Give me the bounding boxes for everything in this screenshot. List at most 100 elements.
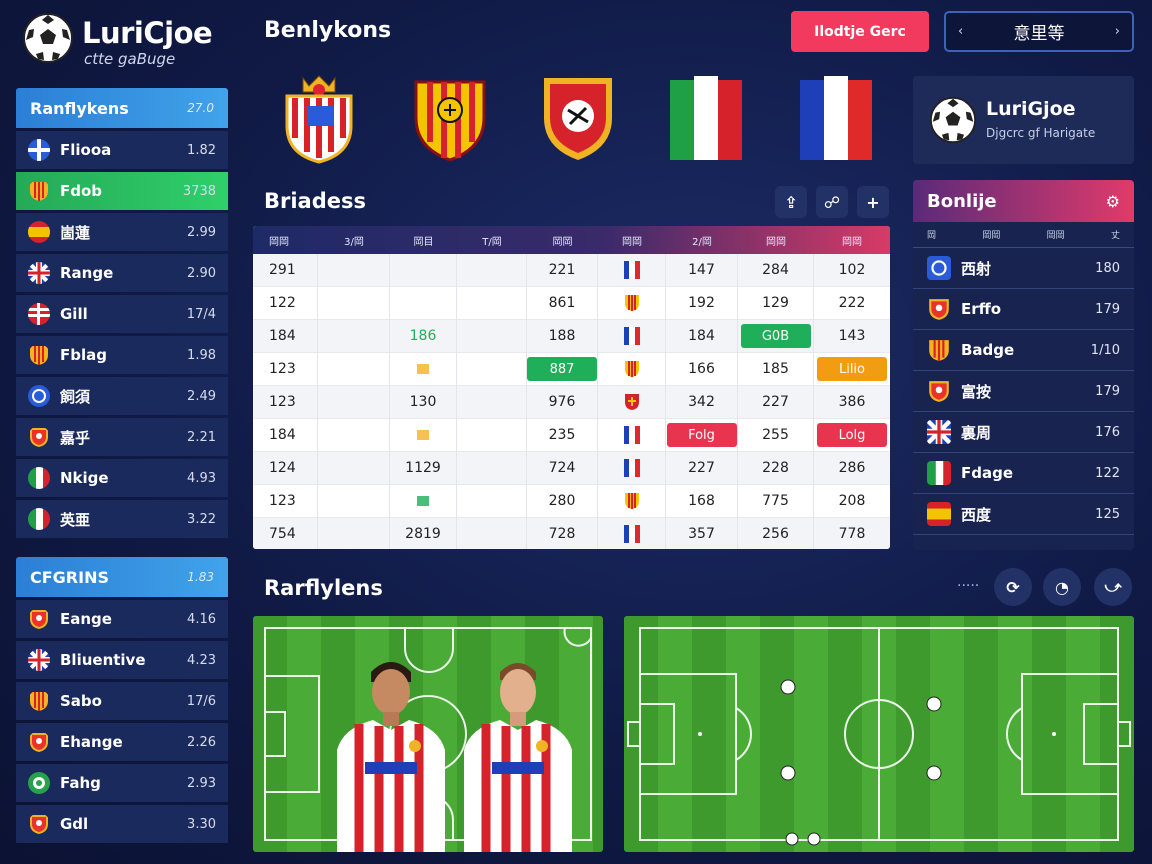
sidebar-groups-header[interactable]: CFGRINS 1.83 (16, 557, 228, 597)
sidebar-item[interactable]: 英亜 3.22 (16, 500, 228, 538)
table-row[interactable]: 184 235 Folg 255 Lolg (253, 418, 890, 452)
timer-icon[interactable]: ◔ (1043, 568, 1081, 606)
table-row[interactable]: 184 186 188 184 G0B 143 (253, 319, 890, 353)
table-cell: 184 (666, 319, 738, 353)
table-cell: 724 (527, 451, 598, 485)
sidebar-item[interactable]: 嘉乎 2.21 (16, 418, 228, 456)
table-cell (457, 484, 527, 518)
column-header[interactable]: 岡岡 (622, 236, 642, 248)
column-header[interactable]: 岡岡 (552, 236, 573, 248)
league-card[interactable]: LuriGjoe Djgcrc gf Harigate (913, 76, 1134, 164)
sidebar-item-value: 2.93 (187, 775, 216, 791)
table-cell (318, 484, 390, 518)
standings-row[interactable]: 富按 179 (913, 371, 1134, 412)
standings-team-name: 裏周 (961, 423, 992, 442)
refresh-icon[interactable]: ⟳ (994, 568, 1032, 606)
table-cell: 186 (390, 319, 457, 353)
column-header[interactable]: 岡岡 (842, 236, 862, 248)
table-cell (457, 451, 527, 485)
status-pill[interactable]: G0B (740, 324, 811, 348)
sidebar-item[interactable]: 飼須 2.49 (16, 377, 228, 415)
settings-icon[interactable]: ⚙ (1105, 191, 1120, 211)
sidebar-item[interactable]: Gill 17/4 (16, 295, 228, 333)
status-pill[interactable]: 887 (527, 357, 597, 381)
standings-row[interactable]: 西射 180 (913, 248, 1134, 289)
shield-icon (28, 608, 50, 630)
crown-crest-icon[interactable] (281, 72, 357, 164)
crest-icon (28, 344, 50, 366)
chevron-left-icon[interactable]: ‹ (958, 24, 964, 39)
table-row[interactable]: 754 2819 728 357 256 778 (253, 517, 890, 549)
table-row[interactable]: 124 1129 724 227 228 286 (253, 451, 890, 485)
table-cell (598, 286, 666, 320)
france-flag-banner-icon[interactable] (798, 72, 874, 164)
column-header[interactable]: T/岡 (482, 236, 502, 248)
standings-row[interactable]: Erffo 179 (913, 289, 1134, 330)
sidebar-item-label: 飼須 (60, 387, 91, 406)
sidebar-item[interactable]: Ehange 2.26 (16, 723, 228, 761)
sidebar-item-label: Fblag (60, 346, 107, 364)
table-row[interactable]: 123 130 976 342 227 386 (253, 385, 890, 419)
sidebar-item[interactable]: Gdl 3.30 (16, 805, 228, 843)
table-cell: 286 (838, 460, 866, 476)
sidebar-item[interactable]: Eange 4.16 (16, 600, 228, 638)
table-cell (598, 352, 666, 386)
pitch-section-title: Rarflylens (264, 576, 383, 600)
more-dots[interactable]: ····· (957, 578, 980, 594)
standings-row[interactable]: 裏周 176 (913, 412, 1134, 453)
chevron-right-icon[interactable]: › (1114, 24, 1120, 39)
standings-row[interactable]: 西度 125 (913, 494, 1134, 535)
sidebar-rankings-header[interactable]: Ranflykens 27.0 (16, 88, 228, 128)
column-header[interactable]: 岡岡 (269, 236, 289, 248)
uk-flag-icon (28, 262, 50, 284)
pitch-tactics[interactable] (624, 616, 1134, 852)
sidebar-item[interactable]: 崮蓮 2.99 (16, 213, 228, 251)
status-pill[interactable]: Lilio (817, 357, 887, 381)
standings-points: 179 (1095, 301, 1120, 317)
sidebar-item[interactable]: Nkige 4.93 (16, 459, 228, 497)
share-icon[interactable]: ⤻ (1094, 568, 1132, 606)
shield-crest-icon[interactable] (540, 72, 616, 164)
sidebar-item[interactable]: Fahg 2.93 (16, 764, 228, 802)
sidebar-item[interactable]: Fdob 3738 (16, 172, 228, 210)
sidebar-item[interactable]: Fliooa 1.82 (16, 131, 228, 169)
sidebar-item[interactable]: Range 2.90 (16, 254, 228, 292)
add-icon[interactable]: + (857, 186, 889, 218)
sidebar-item-value: 1.98 (187, 347, 216, 363)
chart-icon[interactable]: ☍ (816, 186, 848, 218)
table-row[interactable]: 291 221 147 284 102 (253, 253, 890, 287)
table-cell: 228 (738, 451, 814, 485)
table-cell (390, 418, 457, 452)
standings-header[interactable]: Bonlije ⚙ (913, 180, 1134, 222)
brand-tagline: ctte gaBuge (84, 50, 176, 68)
status-pill[interactable]: Folg (666, 423, 737, 447)
table-row[interactable]: 122 861 192 129 222 (253, 286, 890, 320)
sidebar-item[interactable]: Bliuentive 4.23 (16, 641, 228, 679)
column-header[interactable]: 岡目 (413, 236, 434, 248)
pitch-lineup[interactable] (253, 616, 603, 852)
circle-badge-icon (28, 772, 50, 794)
table-cell: 185 (738, 352, 814, 386)
status-pill[interactable]: Lolg (817, 423, 887, 447)
primary-action-button[interactable]: Ilodtje Gerc (791, 11, 929, 52)
table-row[interactable]: 123 887 166 185 Lilio (253, 352, 890, 386)
column-header[interactable]: 3/岡 (344, 236, 364, 248)
league-card-subtitle: Djgcrc gf Harigate (986, 126, 1096, 140)
italy-flag-banner-icon[interactable] (668, 72, 744, 164)
standings-row[interactable]: Badge 1/10 (913, 330, 1134, 371)
brand-logo[interactable]: LuriCjoe ctte gaBuge (22, 12, 222, 72)
export-icon[interactable]: ⇪ (775, 186, 807, 218)
sidebar-item-label: Fahg (60, 774, 101, 792)
sidebar-item[interactable]: Fblag 1.98 (16, 336, 228, 374)
sidebar-item[interactable]: Sabo 17/6 (16, 682, 228, 720)
striped-crest-icon[interactable] (412, 72, 488, 164)
column-header[interactable]: 岡岡 (766, 236, 786, 248)
crest-icon (28, 180, 50, 202)
table-cell: 184 (253, 418, 318, 452)
player-avatar-1[interactable] (331, 654, 451, 852)
player-avatar-2[interactable] (458, 654, 578, 852)
table-row[interactable]: 123 280 168 775 208 (253, 484, 890, 518)
standings-row[interactable]: Fdage 122 (913, 453, 1134, 494)
column-header[interactable]: 2/岡 (692, 236, 712, 248)
pager-control[interactable]: ‹ 意里等 › (944, 11, 1134, 52)
